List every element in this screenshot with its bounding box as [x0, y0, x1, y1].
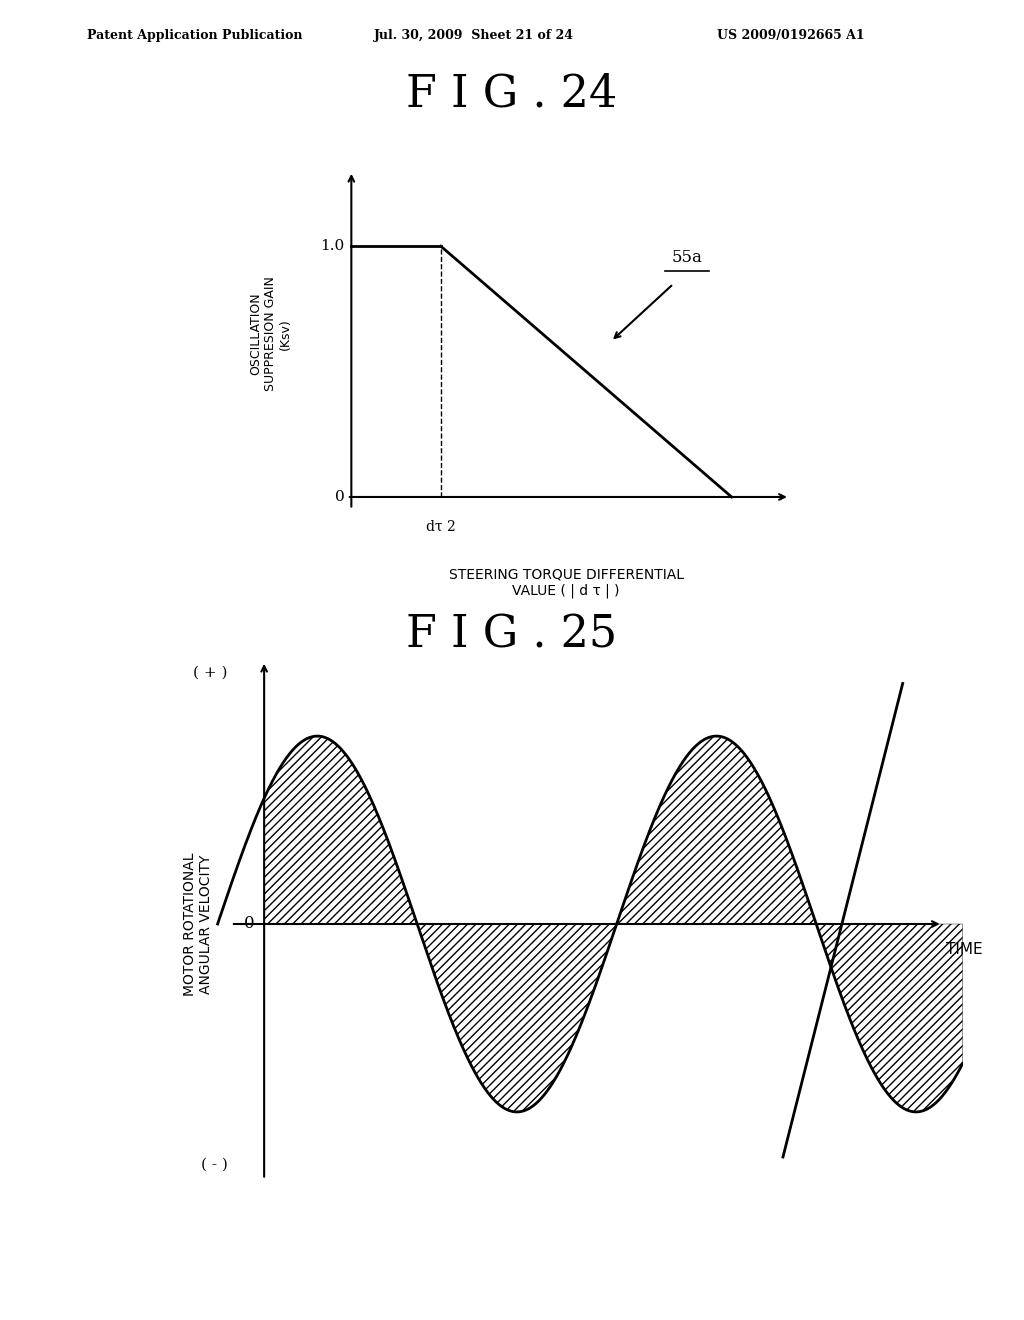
Text: US 2009/0192665 A1: US 2009/0192665 A1 [717, 29, 864, 42]
Text: 1.0: 1.0 [321, 239, 345, 253]
Text: MOTOR ROTATIONAL
ANGULAR VELOCITY: MOTOR ROTATIONAL ANGULAR VELOCITY [182, 853, 213, 995]
Text: ( + ): ( + ) [194, 665, 227, 680]
Text: F I G . 25: F I G . 25 [407, 614, 617, 657]
Text: Jul. 30, 2009  Sheet 21 of 24: Jul. 30, 2009 Sheet 21 of 24 [374, 29, 573, 42]
Text: dτ 2: dτ 2 [426, 520, 456, 533]
Text: ( - ): ( - ) [201, 1158, 227, 1172]
Text: OSCILLATION
SUPPRESION GAIN
(Ksv): OSCILLATION SUPPRESION GAIN (Ksv) [249, 276, 292, 392]
Text: 0: 0 [244, 916, 254, 932]
Text: 55a: 55a [672, 249, 702, 267]
Text: TIME: TIME [946, 942, 983, 957]
Text: 0: 0 [335, 490, 345, 504]
Text: STEERING TORQUE DIFFERENTIAL
VALUE ( | d τ | ): STEERING TORQUE DIFFERENTIAL VALUE ( | d… [449, 568, 684, 598]
Text: F I G . 24: F I G . 24 [407, 73, 617, 116]
Text: Patent Application Publication: Patent Application Publication [87, 29, 302, 42]
